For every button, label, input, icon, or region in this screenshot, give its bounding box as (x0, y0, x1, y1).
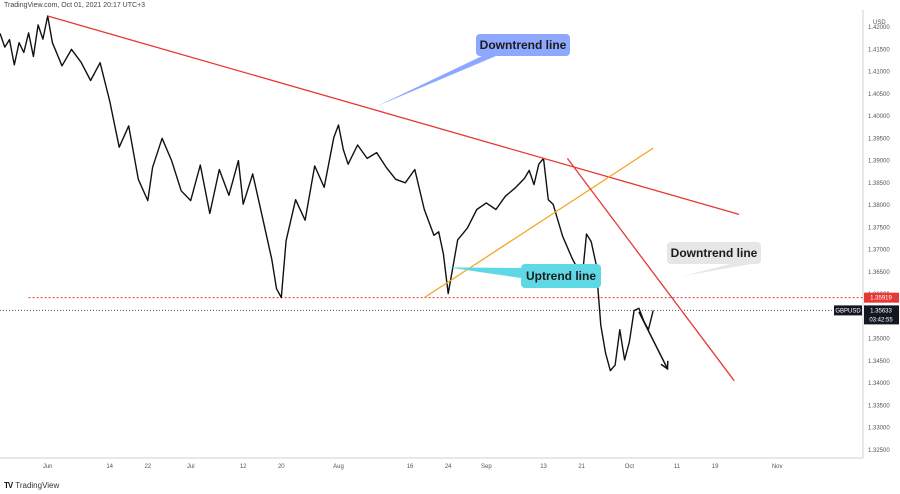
price-tick-label: 1.37000 (868, 248, 890, 254)
price-tick-label: 1.35000 (868, 337, 890, 343)
price-tick-label: 1.36500 (868, 270, 890, 276)
price-tick-label: 1.34500 (868, 359, 890, 365)
price-tick-label: 1.41000 (868, 70, 890, 76)
trend-line[interactable] (47, 15, 740, 216)
time-tick-label: 12 (240, 464, 247, 470)
time-tick-label: 16 (407, 464, 414, 470)
price-series-line[interactable] (0, 15, 654, 372)
time-tick-label: 24 (445, 464, 452, 470)
time-tick-label: Jul (187, 464, 195, 470)
callout-pointer (681, 264, 751, 277)
price-tick-label: 1.42000 (868, 25, 890, 31)
price-tick-label: 1.37500 (868, 225, 890, 231)
down-arrow-head (660, 360, 669, 371)
current-price-tag (864, 305, 899, 325)
symbol-tag (834, 305, 862, 316)
time-tick-label: 11 (674, 464, 681, 470)
price-tick-label: 1.39500 (868, 136, 890, 142)
price-tick-label: 1.33500 (868, 403, 890, 409)
time-tick-label: 14 (106, 464, 113, 470)
time-tick-label: 22 (144, 464, 151, 470)
time-tick-label: Oct (625, 464, 635, 470)
time-tick-label: Jun (43, 464, 53, 470)
level-price-tag (864, 292, 899, 303)
price-tick-label: 1.33000 (868, 426, 890, 432)
callout-box[interactable] (521, 264, 601, 288)
time-tick-label: Aug (333, 464, 344, 470)
price-tick-label: 1.34000 (868, 381, 890, 387)
callout-label: Downtrend line (480, 38, 567, 52)
time-tick-label: Nov (772, 464, 783, 470)
price-axis: 1.42000 1.41500 1.41000 1.40500 1.40000 1.395… (834, 10, 899, 458)
callout-box[interactable] (476, 34, 570, 56)
trend-line[interactable] (423, 147, 654, 299)
callout-label: Downtrend line (671, 246, 758, 260)
price-tick-label: 1.41500 (868, 47, 890, 53)
level-price-tag-label: 1.35919 (870, 296, 892, 302)
time-tick-label: 19 (712, 464, 719, 470)
callout-pointer (448, 267, 521, 278)
symbol-tag-label: GBPUSD (835, 308, 861, 314)
price-tick-label: 1.39000 (868, 159, 890, 165)
time-tick-label: 20 (278, 464, 285, 470)
time-axis: Jun 14 22 Jul 12 20 Aug 16 24 Sep 13 21 Oct 11 19 Nov (0, 457, 863, 470)
price-tick-label: 1.32500 (868, 448, 890, 454)
trend-line[interactable] (566, 157, 735, 382)
time-tick-label: 13 (540, 464, 547, 470)
plot-area: Downtrend line Uptrend line Downtrend line (0, 15, 863, 382)
callout-box[interactable] (667, 242, 761, 264)
countdown-label: 03:42:55 (869, 317, 893, 323)
tradingview-logo-icon: TV (4, 480, 13, 490)
current-price-label: 1.35633 (870, 308, 892, 314)
down-arrow-shaft (638, 311, 669, 370)
callout-pointer (376, 56, 496, 107)
time-tick-label: Sep (481, 464, 492, 470)
time-tick-label: 21 (578, 464, 585, 470)
price-tick-label: 1.38000 (868, 203, 890, 209)
chart-source-header: TradingView.com, Oct 01, 2021 20:17 UTC+… (4, 2, 146, 9)
currency-label: USD (873, 20, 886, 26)
brand-name: TradingView (15, 480, 60, 490)
price-tick-label: 1.40500 (868, 92, 890, 98)
price-tick-label: 1.40000 (868, 114, 890, 120)
price-tick-label: 1.38500 (868, 181, 890, 187)
footer-brand: TV TradingView (4, 479, 59, 491)
callout-label: Uptrend line (526, 269, 596, 283)
